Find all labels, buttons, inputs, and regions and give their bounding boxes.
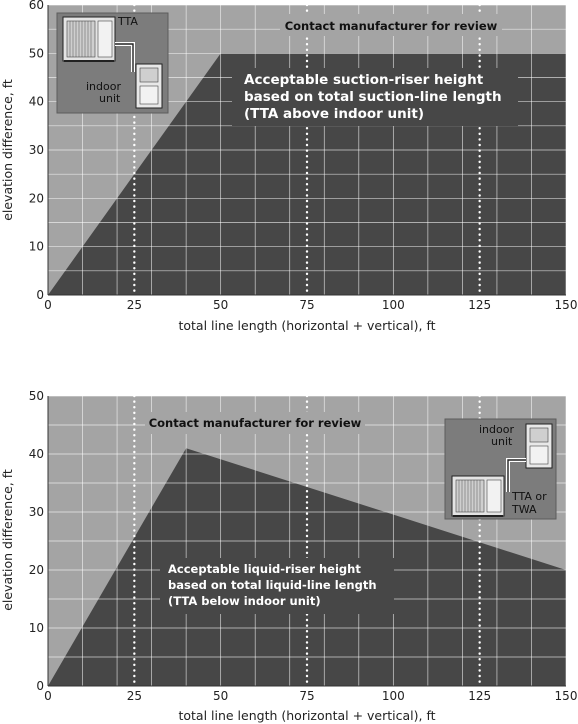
plot1-y-tick-labels: 0 10 20 30 40 50 60 — [29, 0, 44, 302]
plot1-x-tick-label: 125 — [468, 298, 491, 312]
plot2-y-tick-label: 20 — [29, 563, 44, 577]
plot2-inset-top-label-line2: unit — [491, 435, 513, 448]
plot1-y-tick-label: 0 — [36, 288, 44, 302]
plot2-y-tick-label: 40 — [29, 447, 44, 461]
plot2-dotted-reference-lines — [133, 394, 481, 688]
plot2-inset-bottom-label-line1: TTA or — [511, 490, 547, 503]
plot1-review-label-box — [280, 14, 502, 36]
plot2-review-label: Contact manufacturer for review — [149, 416, 362, 430]
plot1-y-tick-label: 20 — [29, 191, 44, 205]
plot1-y-tick-label: 40 — [29, 95, 44, 109]
plot1-acceptable-label-line2: based on total suction-line length — [244, 89, 502, 105]
plot1-x-tick-labels: 0 25 50 75 100 125 150 — [44, 298, 577, 312]
plot1-inset-top-label: TTA — [117, 15, 138, 28]
plot1-x-tick-label: 0 — [44, 298, 52, 312]
plot2-acceptable-label-line3: (TTA below indoor unit) — [168, 594, 321, 608]
plot1-acceptable-label-box — [232, 68, 518, 126]
plot2-y-tick-label: 50 — [29, 389, 44, 403]
plot2-x-tick-labels: 0 25 50 75 100 125 150 — [44, 689, 577, 703]
plot2-x-tick-label: 75 — [299, 689, 314, 703]
plot2-x-tick-label: 125 — [468, 689, 491, 703]
plot1-inset-bottom-label-line1: indoor — [86, 80, 121, 93]
plot1-y-tick-label: 50 — [29, 46, 44, 60]
plot2-x-tick-label: 100 — [382, 689, 405, 703]
plot2-review-label-box — [145, 412, 365, 434]
indoor-unit-icon — [525, 423, 553, 469]
plot2-inset-diagram: indoor unit TTA or TWA — [444, 418, 557, 520]
plot1-y-tick-label: 10 — [29, 240, 44, 254]
plot2-x-tick-label: 150 — [555, 689, 578, 703]
plot1-y-tick-label: 30 — [29, 143, 44, 157]
plot1-acceptable-label-line1: Acceptable suction-riser height — [244, 72, 484, 88]
plot2-inset-bottom-label-line2: TWA — [511, 503, 537, 516]
plot1-inset-diagram: TTA indoor unit — [56, 12, 169, 114]
plot2-y-tick-label: 30 — [29, 505, 44, 519]
plot2-y-axis-title: elevation difference, ft — [0, 469, 15, 611]
plot1-inset-bottom-label-line2: unit — [99, 92, 121, 105]
plot2-x-tick-label: 50 — [213, 689, 228, 703]
plot2-acceptable-label-box — [160, 558, 394, 614]
plot2-acceptable-label-line1: Acceptable liquid-riser height — [168, 562, 361, 576]
plot1-x-tick-label: 50 — [213, 298, 228, 312]
plot2-x-tick-label: 25 — [127, 689, 142, 703]
plot1-review-label: Contact manufacturer for review — [285, 19, 498, 33]
outdoor-unit-icon — [62, 16, 116, 62]
plot2-y-tick-label: 0 — [36, 679, 44, 693]
plot1-x-axis-title: total line length (horizontal + vertical… — [178, 318, 435, 333]
plot1-acceptable-label-line3: (TTA above indoor unit) — [244, 106, 424, 122]
plot1-x-tick-label: 150 — [555, 298, 578, 312]
plot2-y-tick-labels: 0 10 20 30 40 50 — [29, 389, 44, 693]
plot2-x-axis-title: total line length (horizontal + vertical… — [178, 708, 435, 723]
plot2-y-tick-label: 10 — [29, 621, 44, 635]
suction-riser-chart: 0 10 20 30 40 50 60 0 25 50 75 100 125 150 total lin… — [0, 0, 577, 333]
liquid-riser-chart: 0 10 20 30 40 50 0 25 50 75 100 125 150 total line … — [0, 389, 577, 723]
plot1-y-tick-label: 60 — [29, 0, 44, 12]
plot1-x-tick-label: 25 — [127, 298, 142, 312]
plot1-y-axis-title: elevation difference, ft — [0, 79, 15, 221]
outdoor-unit-icon — [451, 475, 505, 517]
plot2-inset-top-label-line1: indoor — [479, 423, 514, 436]
plot1-x-tick-label: 100 — [382, 298, 405, 312]
plot1-x-tick-label: 75 — [299, 298, 314, 312]
indoor-unit-icon — [135, 63, 163, 109]
plot1-dotted-reference-lines — [133, 3, 481, 297]
plot2-x-tick-label: 0 — [44, 689, 52, 703]
plot2-acceptable-label-line2: based on total liquid-line length — [168, 578, 377, 592]
